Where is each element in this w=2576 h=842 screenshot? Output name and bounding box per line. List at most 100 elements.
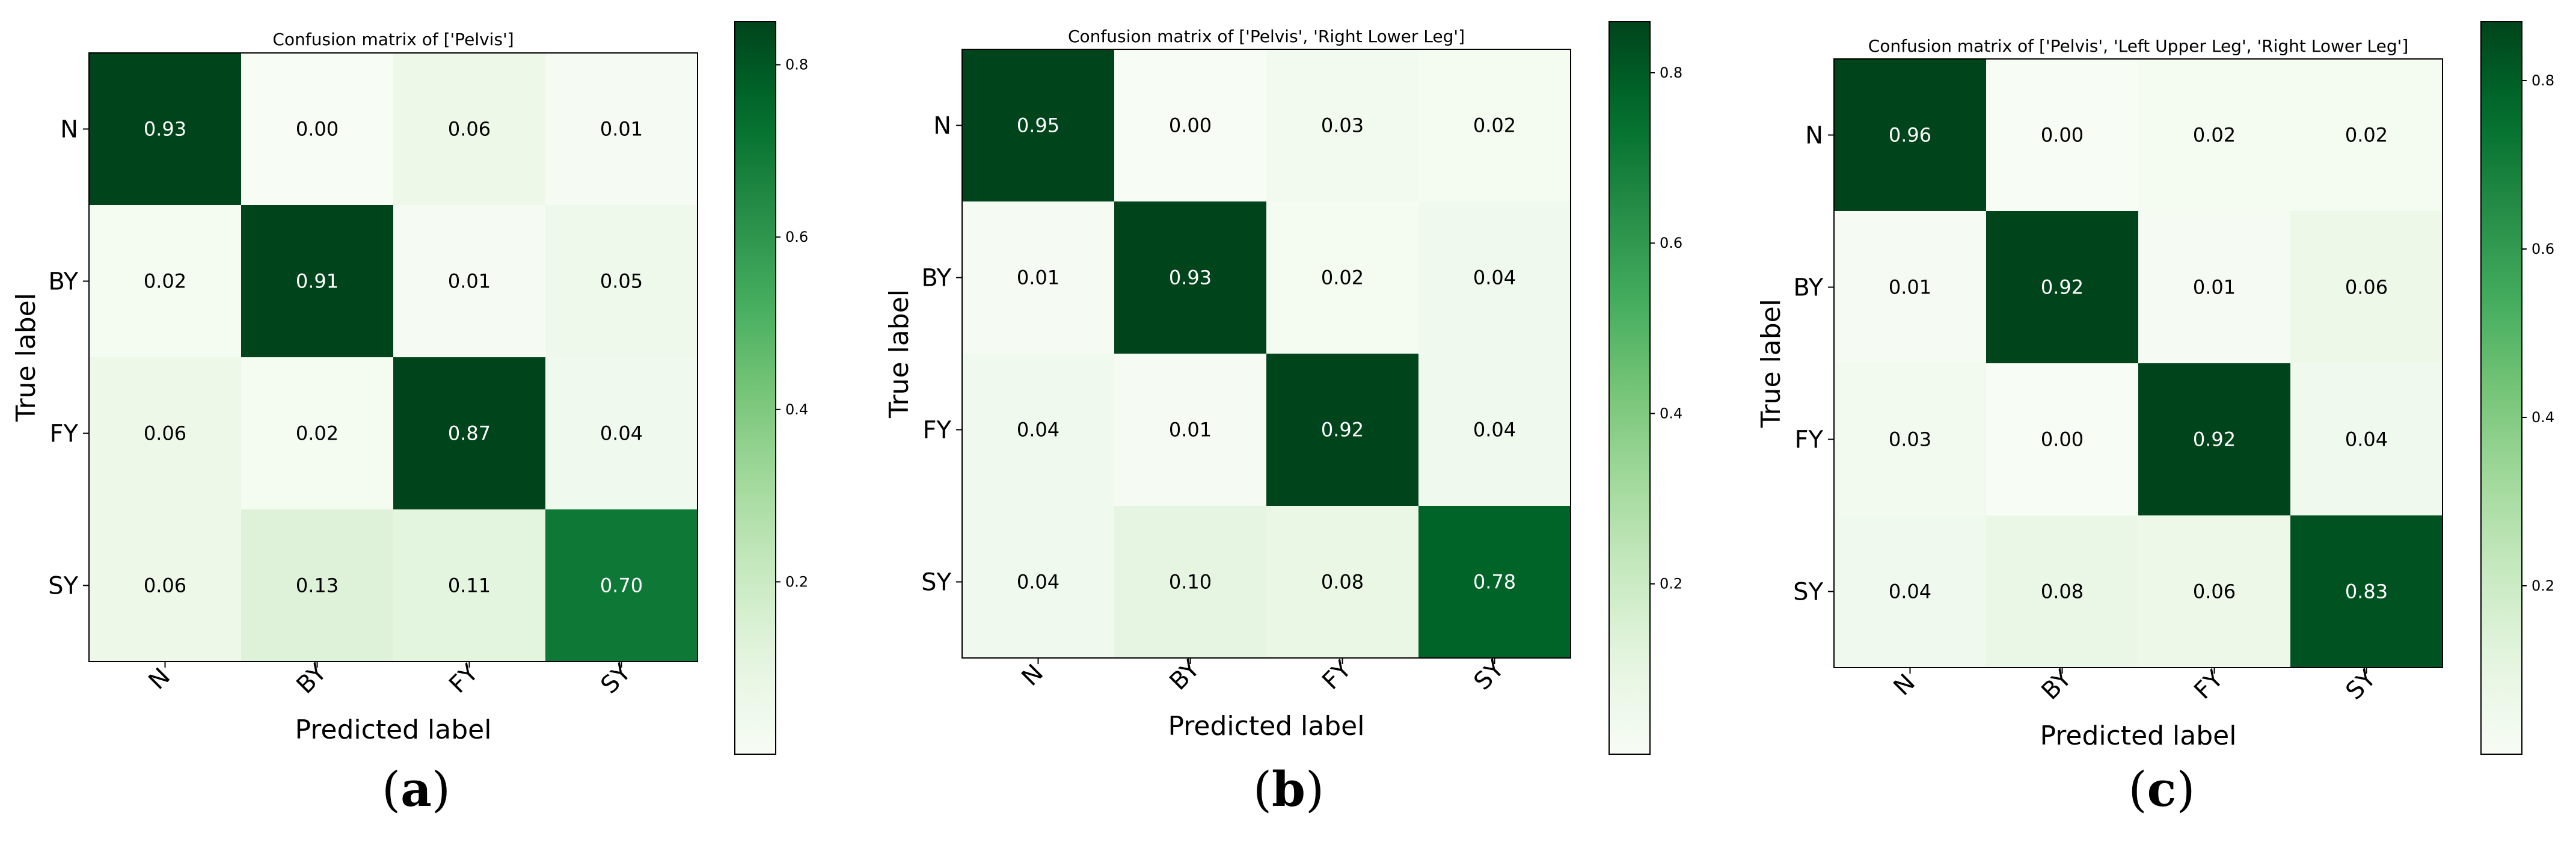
heatmap-cell xyxy=(962,354,1115,506)
confusion-matrix-panel-b: Confusion matrix of ['Pelvis', 'Right Lo… xyxy=(884,21,1682,817)
heatmap-cell xyxy=(1986,515,2139,668)
heatmap-cell xyxy=(962,49,1115,202)
heatmap-cell xyxy=(1834,59,1987,212)
colorbar-tick-label: 0.4 xyxy=(785,401,808,418)
cell-value-label: 0.93 xyxy=(144,118,186,141)
heatmap-cell xyxy=(2290,363,2443,516)
heatmap-cell xyxy=(393,205,546,358)
cell-value-label: 0.96 xyxy=(1889,124,1931,147)
cell-value-label: 0.01 xyxy=(448,270,491,293)
chart-title: Confusion matrix of ['Pelvis', 'Left Upp… xyxy=(1868,36,2409,56)
x-tick-label: BY xyxy=(291,659,332,699)
x-tick-label: FY xyxy=(1317,655,1357,695)
y-tick-label: N xyxy=(1805,122,1823,150)
heatmap-cell xyxy=(1114,354,1267,506)
x-axis-label: Predicted label xyxy=(2040,721,2237,751)
y-axis-label: True label xyxy=(1756,299,1786,428)
heatmap-cell xyxy=(545,509,698,662)
cell-value-label: 0.10 xyxy=(1169,571,1212,594)
heatmap-cell xyxy=(2138,59,2291,212)
cell-value-label: 0.06 xyxy=(2193,580,2236,603)
cell-value-label: 0.92 xyxy=(2193,428,2236,451)
cell-value-label: 0.02 xyxy=(2193,124,2236,147)
heatmap-cell xyxy=(89,205,242,358)
colorbar-tick-label: 0.6 xyxy=(1660,235,1682,251)
heatmap-cell xyxy=(2138,211,2291,364)
heatmap-cell xyxy=(545,357,698,510)
heatmap-cell xyxy=(1834,363,1987,516)
colorbar xyxy=(734,21,776,755)
cell-value-label: 0.06 xyxy=(2345,276,2388,299)
heatmap-cell xyxy=(545,53,698,206)
chart-title: Confusion matrix of ['Pelvis'] xyxy=(272,29,514,49)
matrix-frame xyxy=(1833,58,2443,668)
x-tick-label: FY xyxy=(2189,665,2228,704)
heatmap-cell xyxy=(962,201,1115,354)
y-tick-label: FY xyxy=(50,420,79,448)
cell-value-label: 0.06 xyxy=(144,422,186,445)
cell-value-label: 0.06 xyxy=(144,574,186,597)
cell-value-label: 0.06 xyxy=(448,118,491,141)
heatmap-cell xyxy=(1418,506,1571,659)
heatmap-cell xyxy=(2138,515,2291,668)
heatmap-cell xyxy=(962,506,1115,659)
x-tick-label: N xyxy=(1016,659,1049,692)
heatmap-cell xyxy=(1114,49,1267,202)
colorbar-tick-label: 0.2 xyxy=(785,573,808,590)
cell-value-label: 0.04 xyxy=(1017,571,1060,594)
cell-value-label: 0.87 xyxy=(448,422,491,445)
heatmap-cell xyxy=(1418,354,1571,506)
colorbar-tick-label: 0.2 xyxy=(1660,576,1682,592)
cell-value-label: 0.00 xyxy=(2041,428,2084,451)
y-tick-label: SY xyxy=(48,573,78,600)
heatmap-cell xyxy=(393,509,546,662)
panel-label: (c) xyxy=(2128,761,2195,817)
y-tick-label: SY xyxy=(921,569,951,597)
chart-title: Confusion matrix of ['Pelvis', 'Right Lo… xyxy=(1068,26,1465,46)
heatmap-cell xyxy=(1266,201,1419,354)
heatmap-cell xyxy=(89,357,242,510)
cell-value-label: 0.05 xyxy=(600,270,643,293)
x-tick-label: BY xyxy=(1164,655,1205,696)
heatmap-cell xyxy=(1266,354,1419,506)
cell-value-label: 0.00 xyxy=(1169,114,1212,137)
x-tick-label: FY xyxy=(444,659,483,698)
cell-value-label: 0.02 xyxy=(296,422,339,445)
heatmap-cell xyxy=(1266,49,1419,202)
cell-value-label: 0.11 xyxy=(448,574,491,597)
heatmap-cell xyxy=(241,509,394,662)
cell-value-label: 0.02 xyxy=(1321,266,1364,289)
heatmap-cell xyxy=(1834,211,1987,364)
cell-value-label: 0.00 xyxy=(296,118,339,141)
heatmap-cell xyxy=(2290,59,2443,212)
heatmap-cell xyxy=(1986,211,2139,364)
matrix-frame xyxy=(88,52,698,662)
cell-value-label: 0.93 xyxy=(1169,266,1212,289)
cell-value-label: 0.70 xyxy=(600,574,643,597)
heatmap-cell xyxy=(1418,49,1571,202)
heatmap-cell xyxy=(545,205,698,358)
cell-value-label: 0.08 xyxy=(2041,580,2084,603)
heatmap-cell xyxy=(1114,506,1267,659)
y-tick-label: BY xyxy=(1793,274,1823,302)
cell-value-label: 0.91 xyxy=(296,270,339,293)
y-tick-label: N xyxy=(933,112,951,140)
colorbar-tick-label: 0.6 xyxy=(785,229,808,245)
colorbar-tick-label: 0.8 xyxy=(785,57,808,73)
heatmap-cell xyxy=(89,53,242,206)
colorbar-tick-label: 0.8 xyxy=(2532,72,2554,89)
x-tick-label: N xyxy=(1888,669,1921,701)
x-tick-label: N xyxy=(143,663,176,695)
heatmap-cell xyxy=(241,205,394,358)
x-axis-label: Predicted label xyxy=(1168,711,1365,742)
cell-value-label: 0.01 xyxy=(2193,276,2236,299)
y-tick-label: BY xyxy=(921,265,951,292)
cell-value-label: 0.04 xyxy=(1889,580,1931,603)
cell-value-label: 0.04 xyxy=(600,422,643,445)
colorbar-tick-label: 0.8 xyxy=(1660,64,1682,81)
cell-value-label: 0.02 xyxy=(2345,124,2388,147)
x-tick-label: SY xyxy=(2340,665,2381,705)
heatmap-cell xyxy=(2290,515,2443,668)
colorbar-tick-label: 0.4 xyxy=(2532,409,2554,426)
